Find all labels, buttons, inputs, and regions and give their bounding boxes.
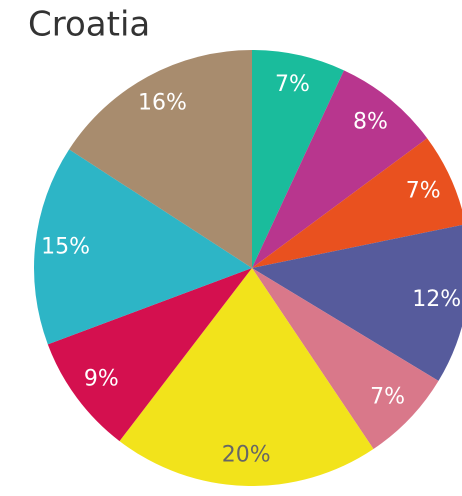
data-label: 20% [222, 442, 271, 467]
pie-slice [33, 149, 252, 345]
pie-slice [252, 70, 428, 269]
data-label: 15% [41, 235, 90, 260]
pie-slice [69, 50, 252, 268]
data-label: 7% [370, 384, 405, 409]
pie-slice [252, 50, 344, 268]
pie-slice [252, 138, 462, 268]
pie-slice [252, 268, 439, 450]
data-label: 7% [406, 179, 441, 204]
data-label: 8% [353, 110, 388, 135]
pie-slice [252, 224, 462, 381]
data-label: 16% [138, 90, 187, 115]
pie-slice [47, 268, 253, 442]
pie-slice [119, 268, 374, 486]
data-label: 12% [412, 287, 461, 312]
data-label: 9% [84, 367, 119, 392]
chart-title: Croatia [28, 5, 150, 45]
data-label: 7% [275, 72, 310, 97]
